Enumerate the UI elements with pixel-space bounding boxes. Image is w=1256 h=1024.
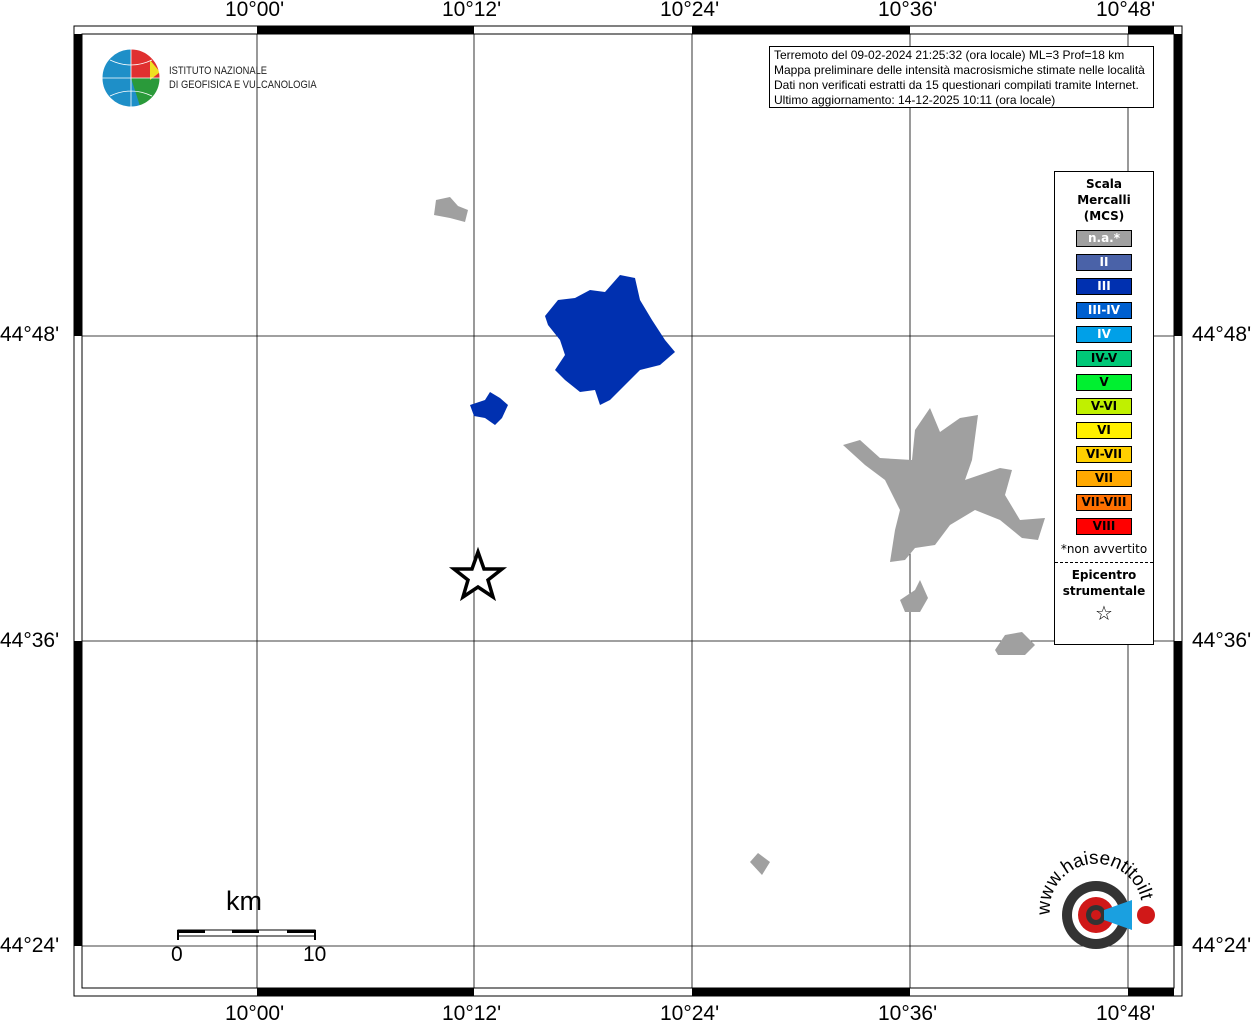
legend-divider bbox=[1055, 562, 1153, 563]
legend-swatch-na: n.a.* bbox=[1076, 230, 1132, 247]
watermark-text: www.haisentitoilterremoto.it bbox=[0, 0, 1157, 916]
y-tick-left: 44°48' bbox=[0, 323, 60, 346]
x-tick-bottom: 10°36' bbox=[878, 1002, 938, 1024]
scale-bar bbox=[177, 929, 316, 940]
legend-swatches: n.a.* II III III-IV IV IV-V V V-VI VI VI-VII VII VI… bbox=[1055, 230, 1153, 535]
ingv-logo-globe bbox=[101, 48, 161, 108]
info-line: Terremoto del 09-02-2024 21:25:32 (ora l… bbox=[774, 48, 1125, 62]
legend-swatch-vi-vii: VI-VII bbox=[1076, 446, 1132, 463]
epicentre-star bbox=[448, 546, 508, 602]
x-tick-bottom: 10°00' bbox=[225, 1002, 285, 1024]
legend-swatch-v-vi: V-VI bbox=[1076, 398, 1132, 415]
outer-frame bbox=[73, 25, 1183, 997]
legend-epicentre-label: Epicentro strumentale bbox=[1062, 568, 1146, 598]
scale-unit: km bbox=[226, 886, 262, 916]
x-tick-top: 10°24' bbox=[660, 0, 720, 21]
area-na-large bbox=[843, 408, 1045, 562]
area-na-1 bbox=[434, 197, 468, 222]
legend-swatch-vii: VII bbox=[1076, 470, 1132, 487]
epicentre-star-icon: ☆ bbox=[1095, 601, 1113, 625]
info-line: Ultimo aggiornamento: 14-12-2025 10:11 (… bbox=[774, 93, 1056, 107]
scale-start: 0 bbox=[171, 943, 183, 966]
y-tick-right: 44°36' bbox=[1192, 629, 1252, 652]
area-intensity-iii-small bbox=[470, 392, 508, 425]
inner-frame bbox=[81, 33, 1175, 989]
legend-swatch-iii: III bbox=[1076, 278, 1132, 295]
municipality-areas bbox=[434, 197, 1045, 875]
ingv-logo-text: ISTITUTO NAZIONALE DI GEOFISICA E VULCAN… bbox=[169, 65, 317, 91]
legend-swatch-vi: VI bbox=[1076, 422, 1132, 439]
legend-note: *non avvertito bbox=[1060, 542, 1148, 556]
event-info-box: Terremoto del 09-02-2024 21:25:32 (ora l… bbox=[769, 46, 1154, 108]
info-line: Mappa preliminare delle intensità macros… bbox=[774, 63, 1145, 77]
legend-swatch-viii: VIII bbox=[1076, 518, 1132, 535]
mcs-legend: Scala Mercalli (MCS) n.a.* II III III-IV IV I… bbox=[1054, 171, 1154, 645]
legend-swatch-iv-v: IV-V bbox=[1076, 350, 1132, 367]
y-tick-right: 44°48' bbox=[1192, 323, 1252, 346]
legend-title: Scala Mercalli (MCS) bbox=[1077, 177, 1131, 223]
x-tick-bottom: 10°24' bbox=[660, 1002, 720, 1024]
x-tick-top: 10°36' bbox=[878, 0, 938, 21]
legend-swatch-vii-viii: VII-VIII bbox=[1076, 494, 1132, 511]
x-tick-top: 10°12' bbox=[442, 0, 502, 21]
y-tick-left: 44°36' bbox=[0, 629, 60, 652]
x-tick-bottom: 10°48' bbox=[1096, 1002, 1156, 1024]
legend-swatch-iv: IV bbox=[1076, 326, 1132, 343]
y-tick-right: 44°24' bbox=[1192, 934, 1252, 957]
legend-swatch-iii-iv: III-IV bbox=[1076, 302, 1132, 319]
y-tick-left: 44°24' bbox=[0, 934, 60, 957]
legend-swatch-ii: II bbox=[1076, 254, 1132, 271]
area-na-2 bbox=[900, 580, 928, 612]
x-tick-bottom: 10°12' bbox=[442, 1002, 502, 1024]
x-tick-top: 10°48' bbox=[1096, 0, 1156, 21]
scale-end: 10 bbox=[303, 943, 327, 966]
frame-border-segments bbox=[74, 26, 1182, 996]
area-intensity-iii-large bbox=[545, 275, 675, 405]
legend-swatch-v: V bbox=[1076, 374, 1132, 391]
area-na-4 bbox=[750, 853, 770, 875]
svg-text:www.haisentitoilterremoto.it: www.haisentitoilterremoto.it bbox=[0, 0, 1157, 916]
area-na-3 bbox=[995, 632, 1035, 655]
x-tick-top: 10°00' bbox=[225, 0, 285, 21]
info-line: Dati non verificati estratti da 15 quest… bbox=[774, 78, 1139, 92]
